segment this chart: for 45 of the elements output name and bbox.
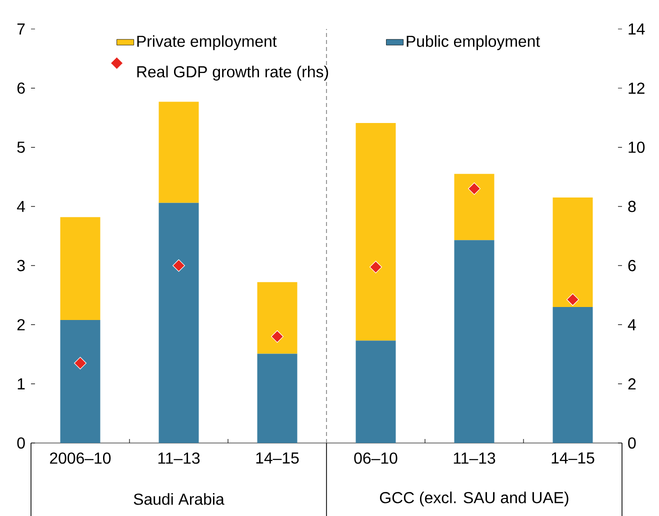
legend-label: Real GDP growth rate (rhs) — [137, 66, 328, 81]
text: GCC (excl. SAU and UAE) — [380, 492, 568, 506]
y-tick-label: 1 — [18, 378, 25, 390]
point — [271, 330, 284, 343]
y-tick-label: 3 — [17, 260, 25, 272]
y2-tick-label: 8 — [628, 200, 636, 212]
y-tick-label: 0 — [17, 437, 25, 449]
y2-tick-label: 4 — [628, 319, 636, 330]
legend-label: Private employment — [137, 35, 277, 50]
x-tick-label: 06–10 — [354, 452, 398, 464]
y-tick-label: 5 — [17, 142, 25, 153]
x-tick-label: 11–13 — [454, 452, 496, 464]
bar — [454, 174, 494, 240]
bar — [257, 354, 298, 443]
y-tick-label: 4 — [16, 200, 26, 212]
bar — [60, 217, 100, 320]
x-tick-label: 2006–10 — [50, 452, 111, 464]
x-tick-label: 11–13 — [158, 452, 200, 464]
point — [74, 356, 86, 370]
bar — [60, 320, 100, 443]
y-tick-label: 6 — [17, 82, 25, 94]
point — [172, 259, 185, 272]
y2-tick-label: 12 — [628, 82, 644, 94]
point — [468, 182, 480, 195]
point — [370, 260, 382, 274]
bar — [158, 102, 199, 203]
y2-tick-label: 6 — [628, 260, 636, 272]
y2-tick-label: 10 — [628, 142, 645, 153]
text: Saudi Arabia — [134, 493, 224, 505]
bar — [257, 282, 298, 354]
x-tick-label: 14–15 — [256, 452, 299, 464]
y-tick-label: 2 — [17, 319, 25, 330]
bar — [552, 198, 593, 307]
bar — [552, 306, 593, 443]
y2-tick-label: 0 — [628, 437, 636, 449]
point — [566, 293, 579, 306]
y-tick-label: 7 — [17, 24, 25, 34]
legend-label: Public employment — [406, 35, 540, 50]
x-tick-label: 14–15 — [552, 452, 594, 464]
bar — [356, 123, 396, 341]
y2-tick-label: 14 — [628, 24, 645, 34]
bar — [158, 202, 199, 443]
bar — [454, 240, 494, 443]
bar — [356, 340, 396, 443]
y2-tick-label: 2 — [628, 378, 636, 390]
